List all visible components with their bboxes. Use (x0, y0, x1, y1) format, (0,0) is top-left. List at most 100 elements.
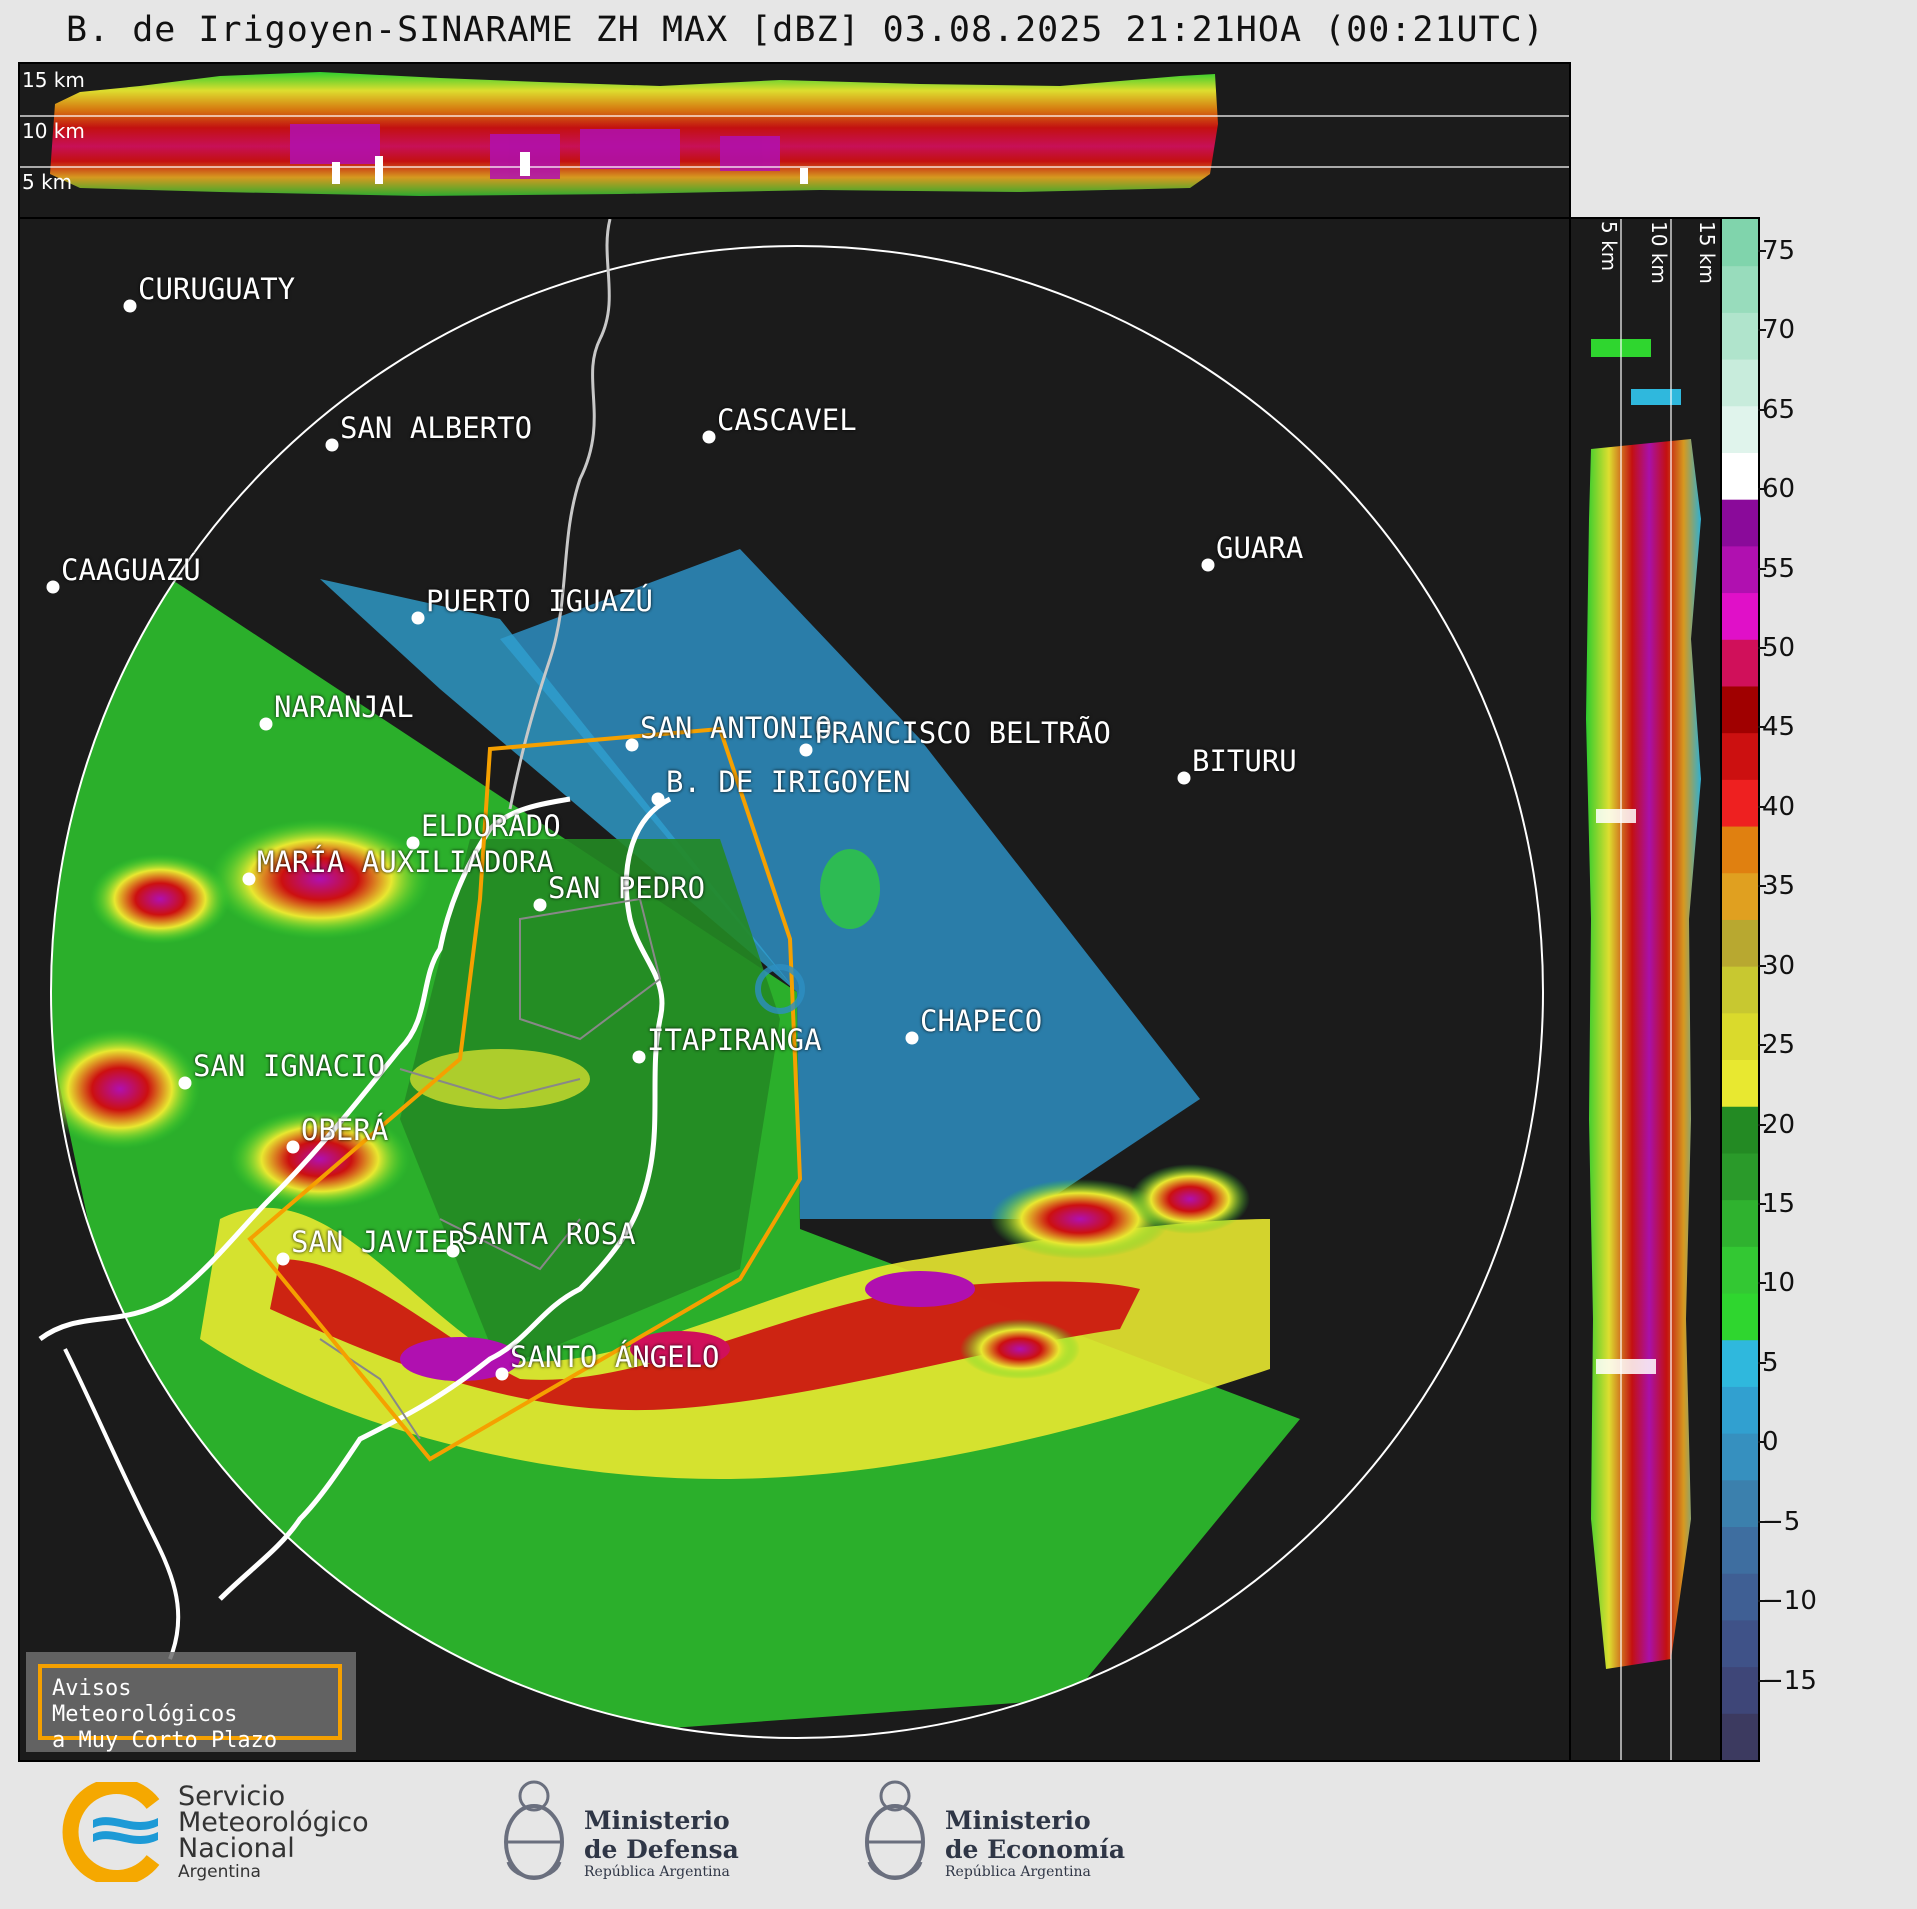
economia-line-2: de Economía (945, 1835, 1126, 1864)
paraguay-border (508, 219, 612, 810)
colorbar-segment (1722, 732, 1758, 780)
city-label: B. DE IRIGOYEN (666, 765, 911, 799)
colorbar-segment (1722, 1152, 1758, 1201)
city-label: ELDORADO (421, 809, 561, 843)
colorbar-tick-mark (1758, 1282, 1766, 1285)
height-label-10km: 10 km (22, 119, 85, 143)
colorbar-segment (1722, 545, 1758, 594)
city-label: PUERTO IGUAZÚ (426, 584, 653, 618)
smn-name: Servicio Meteorológico Nacional Argentin… (178, 1781, 369, 1882)
smn-line-1: Servicio (178, 1781, 286, 1812)
city-marker (46, 580, 60, 594)
colorbar-segment (1722, 1246, 1758, 1294)
colorbar-segment (1722, 1012, 1758, 1061)
city-label: CAAGUAZÚ (61, 553, 201, 587)
city-marker (286, 1140, 300, 1154)
colorbar-tick-mark (1758, 1123, 1766, 1126)
city-label: NARANJAL (274, 690, 414, 724)
colorbar-segment (1722, 1339, 1758, 1387)
city-marker (625, 738, 639, 752)
colorbar-tick-label: 60 (1762, 474, 1796, 505)
city-label: CHAPECO (920, 1004, 1043, 1038)
colorbar-segment (1722, 1619, 1758, 1668)
colorbar-tick-mark (1758, 1361, 1766, 1364)
colorbar-segment (1722, 359, 1758, 407)
city-label: SAN JAVIER (291, 1225, 466, 1259)
colorbar-tick-mark (1758, 408, 1766, 411)
city-marker (446, 1244, 460, 1258)
colorbar-segment (1722, 265, 1758, 313)
colorbar-tick-mark (1758, 1202, 1766, 1205)
colorbar-segment (1722, 592, 1758, 640)
city-label: OBERÁ (301, 1113, 389, 1147)
colorbar-segment (1722, 779, 1758, 827)
colorbar-segment (1722, 919, 1758, 967)
smn-line-2: Meteorológico (178, 1807, 369, 1838)
warning-legend: Avisos Meteorológicos a Muy Corto Plazo (38, 1664, 342, 1753)
city-marker (632, 1050, 646, 1064)
colorbar-segment (1722, 312, 1758, 360)
colorbar-tick-label: 70 (1762, 315, 1796, 346)
colorbar-tick-label: 25 (1762, 1030, 1796, 1061)
smn-logo (58, 1778, 168, 1886)
defensa-line-3: República Argentina (584, 1864, 730, 1880)
economia-line-3: República Argentina (945, 1864, 1091, 1880)
colorbar-segment (1722, 826, 1758, 874)
colorbar-tick-mark (1758, 567, 1766, 570)
colorbar-tick-label: 40 (1762, 791, 1796, 822)
colorbar-segment (1722, 1386, 1758, 1434)
defensa-name: Ministerio de Defensa República Argentin… (584, 1806, 739, 1880)
colorbar-tick-mark (1758, 885, 1766, 888)
colorbar-tick-mark (1758, 1600, 1766, 1603)
colorbar-segment (1722, 405, 1758, 453)
colorbar-tick-mark (1758, 646, 1766, 649)
reflectivity-field (51, 519, 1300, 1738)
colorbar-tick-label: −15 (1762, 1665, 1817, 1696)
colorbar-tick-mark (1758, 329, 1766, 332)
city-marker (259, 717, 273, 731)
colorbar-segment (1722, 452, 1758, 500)
colorbar-segment (1722, 1293, 1758, 1341)
city-label: BITURU (1192, 744, 1297, 778)
legend-line-2: a Muy Corto Plazo (52, 1728, 278, 1753)
city-marker (242, 872, 256, 886)
colorbar-tick-label: 45 (1762, 712, 1796, 743)
colorbar-tick-label: 55 (1762, 553, 1796, 584)
city-marker (651, 792, 665, 806)
city-label: SANTA ROSA (461, 1217, 636, 1251)
map-title: B. de Irigoyen-SINARAME ZH MAX [dBZ] 03.… (66, 10, 1545, 50)
economia-emblem (855, 1772, 935, 1900)
city-marker (406, 836, 420, 850)
colorbar-segment (1722, 1479, 1758, 1528)
defensa-line-1: Ministerio (584, 1806, 730, 1835)
colorbar-tick-mark (1758, 249, 1766, 252)
radar-map (18, 217, 1571, 1762)
city-marker (905, 1031, 919, 1045)
smn-logo-icon (62, 1778, 160, 1886)
colorbar-tick-label: 65 (1762, 394, 1796, 425)
city-marker (411, 611, 425, 625)
economia-line-1: Ministerio (945, 1806, 1091, 1835)
coat-of-arms-icon (865, 1780, 925, 1880)
colorbar-tick-label: 75 (1762, 235, 1796, 266)
colorbar-segment (1722, 1199, 1758, 1247)
colorbar-tick-label: 10 (1762, 1268, 1796, 1299)
colorbar-tick-mark (1758, 488, 1766, 491)
city-label: FRANCISCO BELTRÃO (814, 716, 1111, 750)
colorbar-segment (1722, 872, 1758, 920)
top-cross-section: 15 km 10 km 5 km (18, 62, 1571, 219)
city-marker (702, 430, 716, 444)
height-label-5km: 5 km (22, 170, 73, 194)
colorbar-segment (1722, 639, 1758, 687)
colorbar-tick-label: 50 (1762, 632, 1796, 663)
colorbar-segment (1722, 1666, 1758, 1714)
colorbar-tick-label: 0 (1762, 1427, 1779, 1458)
legend-background (26, 1652, 356, 1752)
colorbar-tick-mark (1758, 726, 1766, 729)
colorbar-tick-mark (1758, 805, 1766, 808)
colorbar-tick-label: 15 (1762, 1188, 1796, 1219)
colorbar-segment (1722, 1106, 1758, 1154)
city-marker (1177, 771, 1191, 785)
city-marker (1201, 558, 1215, 572)
city-label: SAN ALBERTO (340, 411, 533, 445)
